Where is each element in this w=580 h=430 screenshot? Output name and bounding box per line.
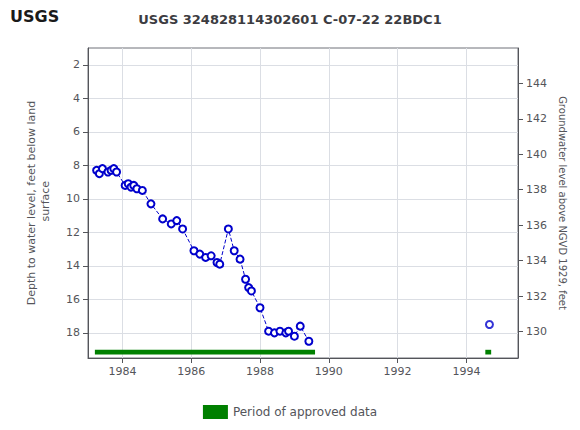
svg-text:1988: 1988 (246, 365, 274, 378)
svg-text:132: 132 (526, 290, 547, 303)
svg-text:136: 136 (526, 219, 547, 232)
svg-text:1984: 1984 (108, 365, 136, 378)
svg-text:138: 138 (526, 183, 547, 196)
svg-text:134: 134 (526, 254, 547, 267)
svg-text:USGS 324828114302601 C-07-22 2: USGS 324828114302601 C-07-22 22BDC1 (138, 12, 441, 27)
svg-text:8: 8 (73, 159, 80, 172)
svg-text:18: 18 (66, 326, 80, 339)
svg-text:Period of approved data: Period of approved data (233, 405, 377, 419)
svg-text:4: 4 (73, 92, 80, 105)
svg-text:142: 142 (526, 112, 547, 125)
svg-text:1990: 1990 (315, 365, 343, 378)
svg-text:1994: 1994 (452, 365, 480, 378)
svg-text:surface: surface (39, 181, 52, 225)
svg-text:Groundwater level above NGVD 1: Groundwater level above NGVD 1929, feet (557, 96, 568, 310)
svg-text:12: 12 (66, 226, 80, 239)
svg-text:140: 140 (526, 148, 547, 161)
svg-text:14: 14 (66, 259, 80, 272)
svg-text:USGS: USGS (10, 7, 59, 26)
svg-text:6: 6 (73, 125, 80, 138)
svg-text:Depth to water level, feet bel: Depth to water level, feet below land (25, 101, 38, 306)
svg-text:130: 130 (526, 325, 547, 338)
svg-text:10: 10 (66, 192, 80, 205)
svg-text:16: 16 (66, 293, 80, 306)
svg-text:144: 144 (526, 77, 547, 90)
svg-text:1992: 1992 (384, 365, 412, 378)
svg-text:1986: 1986 (177, 365, 205, 378)
svg-text:2: 2 (73, 58, 80, 71)
